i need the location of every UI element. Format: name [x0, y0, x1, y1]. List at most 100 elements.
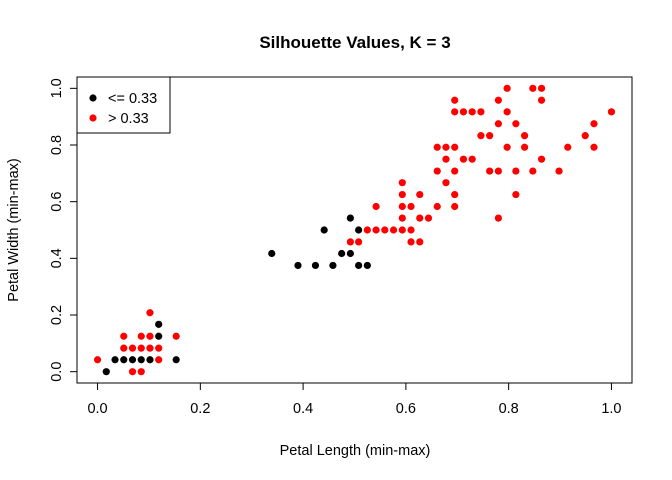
data-point — [128, 344, 137, 352]
series-low-silhouette — [102, 214, 371, 376]
data-point — [442, 179, 450, 187]
data-point — [416, 214, 424, 222]
data-point — [486, 167, 494, 175]
data-point — [137, 368, 145, 376]
data-point — [433, 143, 441, 151]
data-point — [346, 214, 354, 222]
data-point — [363, 226, 371, 234]
data-point — [398, 214, 406, 222]
data-point — [503, 143, 511, 151]
data-point — [468, 155, 476, 163]
data-point — [372, 202, 380, 211]
legend-label: <= 0.33 — [108, 91, 157, 107]
y-axis: 0.0 0.2 0.4 0.6 0.8 1.0 — [49, 78, 78, 382]
data-point — [407, 226, 415, 234]
data-point — [486, 132, 494, 140]
x-tick-label: 0.2 — [190, 401, 210, 417]
data-point — [155, 356, 163, 364]
data-point — [607, 108, 616, 116]
data-point — [407, 238, 415, 246]
x-tick-label: 0.8 — [499, 401, 519, 417]
data-point — [146, 344, 154, 352]
data-point — [451, 190, 459, 199]
data-point — [416, 238, 424, 246]
data-point — [537, 84, 546, 92]
data-point — [537, 155, 546, 163]
data-point — [137, 332, 145, 340]
data-point — [407, 202, 415, 211]
data-point — [494, 167, 502, 175]
data-point — [102, 368, 110, 376]
x-tick-label: 0.0 — [87, 401, 107, 417]
data-point — [389, 226, 398, 234]
legend-marker — [89, 94, 97, 102]
data-point — [537, 96, 546, 104]
y-tick-label: 0.0 — [49, 362, 65, 382]
data-point — [529, 84, 537, 92]
data-point — [398, 202, 406, 211]
data-point — [520, 132, 529, 140]
data-point — [442, 143, 450, 151]
data-point — [137, 356, 145, 364]
data-point — [459, 108, 468, 116]
data-point — [172, 332, 180, 340]
data-point — [294, 261, 302, 270]
data-point — [338, 249, 346, 258]
chart-title: Silhouette Values, K = 3 — [259, 33, 450, 52]
data-point — [590, 120, 598, 128]
data-point — [590, 143, 598, 151]
data-points — [93, 84, 616, 376]
y-axis-label: Petal Width (min-max) — [6, 158, 22, 301]
data-point — [424, 214, 433, 222]
data-point — [494, 120, 502, 128]
data-point — [451, 167, 459, 175]
data-point — [564, 143, 572, 151]
data-point — [128, 356, 137, 364]
legend-label: > 0.33 — [108, 111, 149, 127]
data-point — [520, 143, 529, 151]
series-high-silhouette — [93, 84, 616, 376]
data-point — [477, 132, 485, 140]
data-point — [398, 179, 406, 187]
data-point — [355, 238, 363, 246]
data-point — [346, 249, 354, 258]
data-point — [494, 214, 502, 222]
data-point — [416, 190, 424, 199]
y-tick-label: 0.2 — [49, 305, 65, 325]
data-point — [120, 344, 128, 352]
data-point — [398, 226, 406, 234]
x-tick-label: 1.0 — [601, 401, 621, 417]
data-point — [329, 261, 337, 270]
data-point — [512, 120, 520, 128]
y-tick-label: 0.8 — [49, 135, 65, 155]
y-tick-label: 0.6 — [49, 192, 65, 212]
data-point — [581, 132, 589, 140]
data-point — [477, 108, 485, 116]
data-point — [111, 356, 119, 364]
data-point — [363, 261, 371, 270]
data-point — [137, 344, 145, 352]
data-point — [93, 356, 102, 364]
y-tick-label: 0.4 — [49, 248, 65, 268]
data-point — [459, 155, 468, 163]
data-point — [120, 332, 128, 340]
data-point — [555, 167, 563, 175]
data-point — [442, 155, 450, 163]
data-point — [451, 143, 459, 151]
data-point — [468, 108, 476, 116]
data-point — [433, 167, 441, 175]
data-point — [146, 332, 154, 340]
data-point — [512, 167, 520, 175]
data-point — [128, 368, 137, 376]
data-point — [503, 108, 511, 116]
data-point — [155, 332, 163, 340]
data-point — [355, 261, 363, 270]
data-point — [381, 226, 389, 234]
data-point — [503, 84, 511, 92]
data-point — [529, 167, 537, 175]
data-point — [172, 356, 180, 364]
data-point — [355, 226, 363, 234]
legend-box — [76, 76, 171, 134]
